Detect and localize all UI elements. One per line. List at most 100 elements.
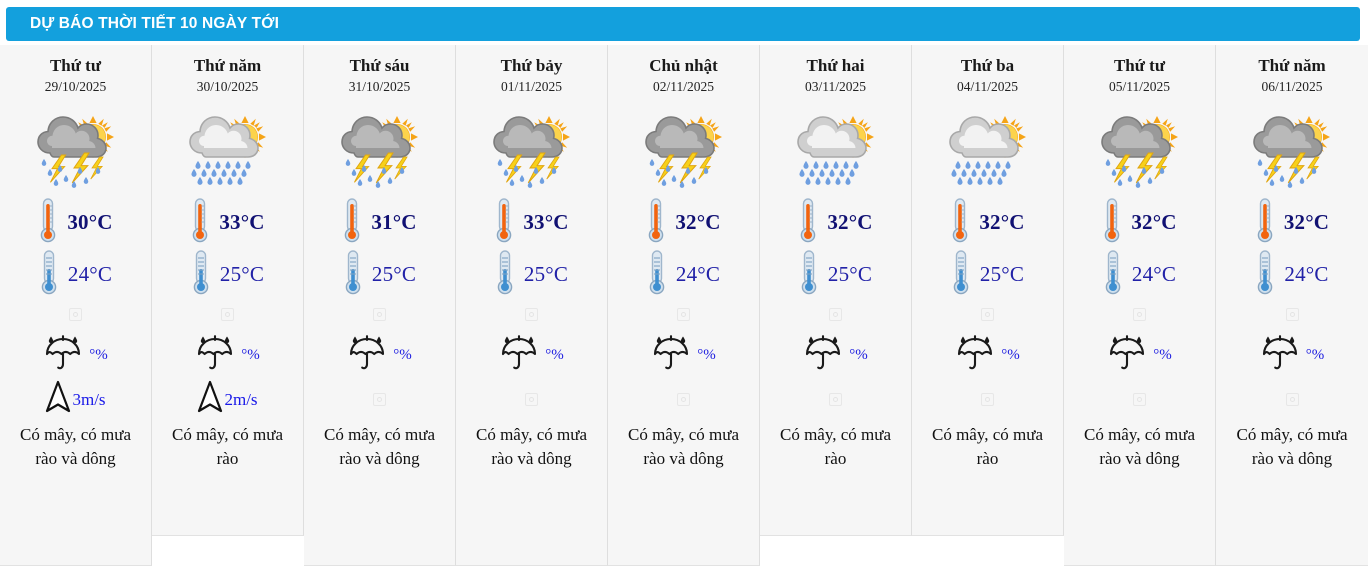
umbrella-icon	[43, 334, 85, 377]
thermometer-cold-icon	[343, 249, 363, 300]
umbrella-icon	[499, 334, 541, 377]
forecast-day-column[interactable]: Thứ năm 06/11/2025 32°C 24°C °% Có mây, có mư…	[1216, 45, 1368, 566]
broken-image-icon	[829, 308, 842, 322]
broken-image-icon	[677, 393, 690, 407]
wind-row	[912, 379, 1063, 421]
precipitation-value: °%	[393, 347, 412, 364]
broken-image-icon	[525, 393, 538, 407]
temperature-min-row: 24°C	[608, 249, 759, 301]
day-weekday-label: Thứ sáu	[349, 56, 410, 75]
rain-sun-icon	[152, 105, 303, 191]
day-weekday-label: Thứ hai	[806, 56, 865, 75]
thermometer-cold-icon	[191, 249, 211, 300]
temperature-max-value: 31°C	[371, 210, 417, 235]
wind-row	[608, 379, 759, 421]
temperature-max-value: 32°C	[675, 210, 721, 235]
precipitation-value: °%	[1305, 347, 1325, 364]
precipitation-row: °%	[0, 333, 151, 379]
temperature-max-value: 32°C	[979, 210, 1025, 235]
wind-row	[304, 379, 455, 421]
temperature-max-value: 32°C	[827, 210, 873, 235]
precipitation-row: °%	[760, 333, 911, 379]
temperature-min-value: 24°C	[1131, 262, 1177, 287]
forecast-day-column[interactable]: Thứ tư 29/10/2025 30°C 24°C °% 3m/s Có mây, có…	[0, 45, 152, 566]
temperature-max-value: 30°C	[67, 210, 113, 235]
broken-image-icon	[69, 308, 82, 322]
temperature-max-row: 32°C	[1064, 197, 1215, 249]
day-date-label: 02/11/2025	[652, 78, 714, 94]
day-weekday-label: Thứ bảy	[500, 56, 563, 75]
missing-image-placeholder	[456, 301, 607, 329]
forecast-day-column[interactable]: Chủ nhật 02/11/2025 32°C 24°C °% Có mây, có m…	[608, 45, 760, 566]
weather-description: Có mây, có mưa rào	[931, 424, 1044, 468]
missing-image-placeholder	[1064, 301, 1215, 329]
precipitation-value: °%	[1153, 347, 1172, 364]
precipitation-value: °%	[241, 347, 260, 364]
day-date-label: 29/10/2025	[44, 78, 107, 94]
thermometer-hot-icon	[1102, 197, 1122, 248]
temperature-min-row: 25°C	[152, 249, 303, 301]
precipitation-row: °%	[152, 333, 303, 379]
broken-image-icon	[981, 393, 994, 407]
temperature-min-row: 25°C	[760, 249, 911, 301]
thermometer-hot-icon	[950, 197, 970, 248]
thunderstorm-sun-icon	[1216, 105, 1368, 191]
umbrella-icon	[955, 334, 997, 377]
forecast-day-column[interactable]: Thứ ba 04/11/2025 32°C 25°C °% Có mây, có mưa…	[912, 45, 1064, 536]
temperature-min-row: 24°C	[1064, 249, 1215, 301]
precipitation-row: °%	[608, 333, 759, 379]
temperature-max-value: 32°C	[1131, 210, 1177, 235]
temperature-min-value: 24°C	[67, 262, 113, 287]
wind-speed-value: 3m/s	[72, 389, 106, 409]
precipitation-row: °%	[1064, 333, 1215, 379]
wind-direction-arrow-icon	[197, 380, 224, 419]
weather-description: Có mây, có mưa rào và dông	[627, 424, 740, 468]
temperature-max-row: 31°C	[304, 197, 455, 249]
temperature-block: 30°C 24°C	[0, 197, 151, 301]
forecast-day-column[interactable]: Thứ bảy 01/11/2025 33°C 25°C °% Có mây, có mư…	[456, 45, 608, 566]
temperature-min-value: 24°C	[1284, 262, 1329, 287]
forecast-header-bar: DỰ BÁO THỜI TIẾT 10 NGÀY TỚI	[6, 7, 1360, 41]
rain-sun-icon	[912, 105, 1063, 191]
thunderstorm-sun-icon	[0, 105, 151, 191]
temperature-min-row: 25°C	[304, 249, 455, 301]
temperature-min-value: 25°C	[219, 262, 265, 287]
precipitation-row: °%	[912, 333, 1063, 379]
page-title: DỰ BÁO THỜI TIẾT 10 NGÀY TỚI	[30, 15, 280, 32]
temperature-block: 32°C 25°C	[912, 197, 1063, 301]
temperature-block: 32°C 24°C	[1064, 197, 1215, 301]
forecast-day-column[interactable]: Thứ sáu 31/10/2025 31°C 25°C °% Có mây, có mư…	[304, 45, 456, 566]
umbrella-icon	[651, 334, 693, 377]
missing-image-placeholder	[152, 301, 303, 329]
thermometer-cold-icon	[1103, 249, 1123, 300]
precipitation-value: °%	[545, 347, 564, 364]
umbrella-icon	[1260, 334, 1302, 377]
thermometer-hot-icon	[38, 197, 58, 248]
broken-image-icon	[1133, 308, 1146, 322]
missing-image-placeholder	[1216, 301, 1368, 329]
broken-image-icon	[1285, 308, 1299, 322]
temperature-max-row: 32°C	[1216, 197, 1368, 249]
weather-description: Có mây, có mưa rào và dông	[1083, 424, 1196, 468]
broken-image-icon	[525, 308, 538, 322]
missing-image-placeholder	[608, 301, 759, 329]
missing-image-placeholder	[0, 301, 151, 329]
temperature-block: 32°C 24°C	[608, 197, 759, 301]
forecast-day-column[interactable]: Thứ hai 03/11/2025 32°C 25°C °% Có mây, có mư…	[760, 45, 912, 536]
weather-description: Có mây, có mưa rào và dông	[475, 424, 588, 468]
thermometer-hot-icon	[190, 197, 210, 248]
forecast-day-column[interactable]: Thứ năm 30/10/2025 33°C 25°C °% 2m/s Có mây, c…	[152, 45, 304, 536]
temperature-max-row: 32°C	[608, 197, 759, 249]
temperature-min-row: 24°C	[0, 249, 151, 301]
precipitation-value: °%	[849, 347, 868, 364]
temperature-min-row: 25°C	[456, 249, 607, 301]
broken-image-icon	[829, 393, 842, 407]
rain-sun-icon	[760, 105, 911, 191]
wind-row	[456, 379, 607, 421]
temperature-block: 32°C 25°C	[760, 197, 911, 301]
day-weekday-label: Thứ tư	[1113, 56, 1166, 75]
forecast-day-column[interactable]: Thứ tư 05/11/2025 32°C 24°C °% Có mây, có mưa…	[1064, 45, 1216, 566]
day-date-label: 04/11/2025	[956, 78, 1018, 94]
thermometer-hot-icon	[1255, 197, 1275, 248]
thermometer-cold-icon	[1255, 249, 1275, 300]
